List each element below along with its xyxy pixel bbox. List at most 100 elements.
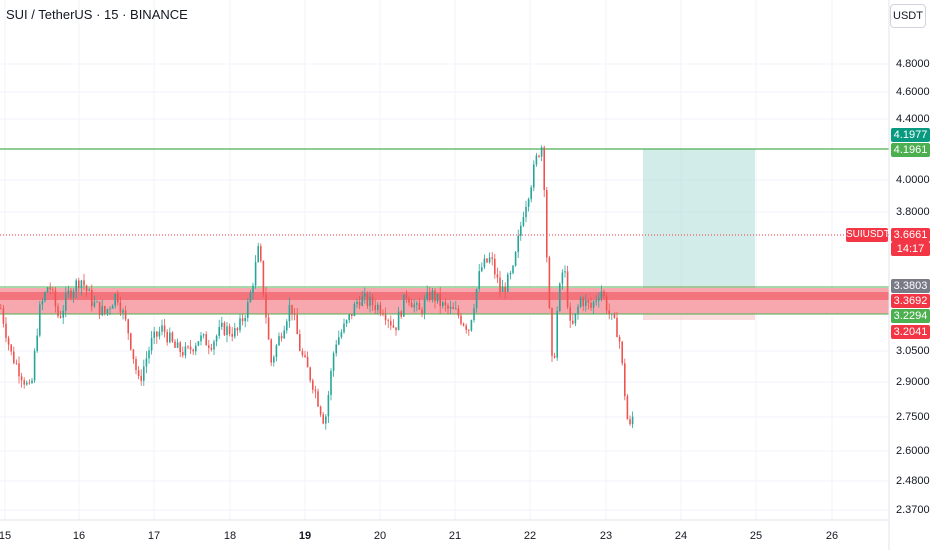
currency-button[interactable]: USDT [890,4,926,28]
candle-down [546,190,548,258]
time-tick-label: 15 [0,530,12,542]
time-tick-label: 21 [448,530,462,542]
candle-up [600,291,603,299]
time-tick-label: 24 [674,530,688,542]
candle-down [140,376,142,381]
candle-down [309,367,311,381]
candle-up [239,318,241,331]
candle-down [137,370,140,377]
candle-up [470,320,473,331]
candle-up [533,164,535,188]
candle-up [67,290,70,294]
candle-down [624,363,626,397]
symbol-title[interactable]: SUI / TetherUS · 15 · BINANCE [6,7,188,22]
candle-down [351,314,353,317]
candle-up [111,305,114,309]
candle-down [280,336,283,339]
candle-up [244,317,246,322]
time-tick-label: 18 [223,530,237,542]
candle-down [626,396,629,420]
candle-down [465,325,467,330]
candle-up [158,331,161,337]
candle-down [299,334,301,352]
candle-down [590,302,592,308]
candle-down [460,315,462,324]
candle-down [117,294,119,303]
candle-up [564,271,566,273]
candle-down [228,326,231,334]
candle-down [231,333,233,337]
price-tick-label: 2.7500 [896,411,930,423]
candle-down [119,302,122,313]
price-tick-label: 2.9000 [896,376,930,388]
candle-down [174,341,176,348]
candle-up [353,304,356,317]
demand-zone[interactable] [0,288,889,314]
candle-up [33,351,36,381]
projection-profit-area[interactable] [643,149,755,286]
candle-up [442,302,444,307]
candle-up [423,299,426,314]
candle-down [366,293,369,306]
candle-up [509,272,512,275]
candle-down [20,376,23,381]
tag-upper-green: 4.1977 [891,128,930,142]
candle-up [213,341,215,350]
candle-down [187,346,189,348]
candle-down [57,306,59,317]
candle-up [286,321,288,331]
candle-down [210,347,213,350]
candle-up [26,382,28,385]
candle-down [603,291,605,296]
candle-down [629,419,631,425]
candle-up [176,342,179,348]
candle-down [260,246,262,261]
candle-down [457,308,460,316]
candle-up [475,289,478,309]
candle-down [189,346,192,350]
candle-down [392,325,395,328]
candle-down [293,314,296,315]
candle-down [104,306,106,314]
candle-up [62,310,64,318]
candle-up [278,336,280,346]
candle-up [114,294,116,306]
candle-down [23,380,25,385]
candle-down [270,339,272,363]
candle-down [468,329,470,331]
candle-down [132,349,135,360]
candle-down [291,304,293,315]
candle-down [382,313,384,315]
candle-up [249,292,252,303]
candle-down [312,380,314,390]
demand-zone-core[interactable] [0,292,889,300]
candle-down [444,302,447,306]
candle-down [395,327,397,331]
candle-up [275,345,278,358]
candle-up [535,155,538,165]
candle-up [169,332,171,343]
candle-down [538,155,540,157]
candle-up [512,265,514,273]
candle-up [202,334,205,336]
candles [0,145,634,430]
candle-up [431,290,434,300]
candle-up [44,292,46,301]
candle-up [41,300,44,305]
candle-up [80,280,83,289]
candle-down [156,331,158,337]
candle-up [481,267,483,272]
time-tick-label: 16 [72,530,86,542]
candle-down [447,305,449,309]
candle-up [473,308,475,321]
candle-up [488,257,491,263]
candle-down [182,352,184,356]
candle-up [540,147,543,157]
candle-down [7,337,10,345]
candle-down [421,309,423,314]
candle-down [296,314,298,335]
candle-up [254,262,257,286]
candle-down [301,351,304,356]
candle-down [78,280,80,289]
